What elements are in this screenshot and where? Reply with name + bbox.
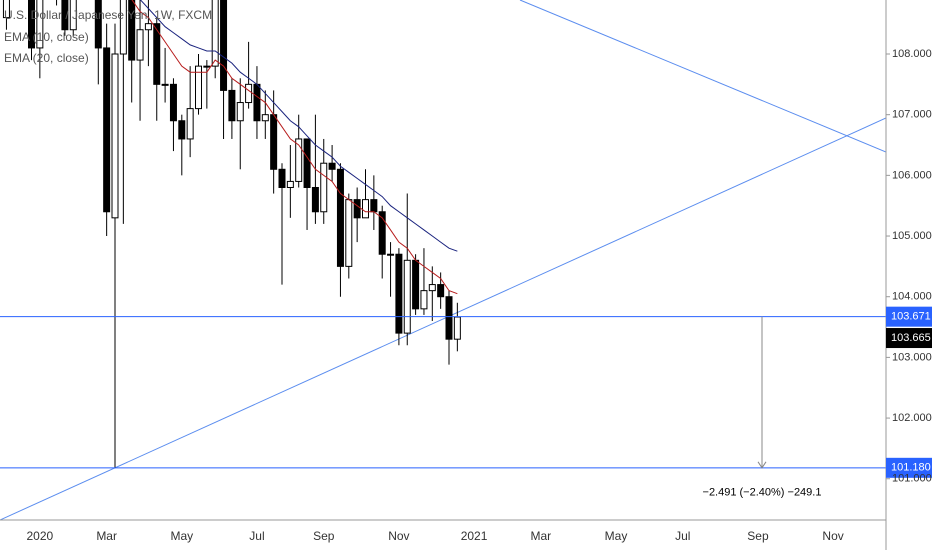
candle-body bbox=[36, 0, 44, 49]
legend-entry: EMA (10, close) bbox=[4, 30, 89, 44]
candle-body bbox=[387, 253, 395, 256]
last-price-box bbox=[886, 328, 932, 349]
candle-body bbox=[169, 83, 177, 122]
candle-body bbox=[412, 259, 420, 310]
level-label: 103.671 bbox=[891, 311, 931, 323]
level-label-box bbox=[886, 306, 932, 327]
plot-area bbox=[0, 0, 886, 520]
candle-body bbox=[428, 284, 436, 292]
candle-body bbox=[245, 83, 253, 104]
y-tick-label: 105.000 bbox=[892, 230, 932, 242]
candle-body bbox=[303, 138, 311, 188]
candle-body bbox=[328, 162, 336, 170]
candle-body bbox=[336, 168, 344, 267]
candle-body bbox=[195, 65, 202, 110]
candle-body bbox=[153, 23, 161, 85]
candle-body bbox=[136, 29, 144, 61]
candle-body bbox=[178, 120, 186, 140]
legend-entry: EMA (20, close) bbox=[4, 51, 89, 65]
candle-body bbox=[378, 211, 386, 255]
x-tick-label: 2020 bbox=[26, 529, 53, 543]
y-tick-label: 106.000 bbox=[892, 169, 932, 181]
overlay: 103.671 101.180 103.665 bbox=[886, 306, 932, 478]
ema-line bbox=[139, 0, 458, 252]
x-tick-label: Jul bbox=[675, 529, 690, 543]
candle-body bbox=[370, 199, 378, 213]
y-tick-label: 103.000 bbox=[892, 351, 932, 363]
candle-body bbox=[420, 290, 428, 310]
candle-body bbox=[362, 199, 369, 219]
x-tick-label: 2021 bbox=[461, 529, 488, 543]
x-tick-label: Jul bbox=[249, 529, 264, 543]
measure-arrowhead bbox=[757, 461, 767, 469]
candle-body bbox=[186, 108, 194, 140]
x-tick-label: May bbox=[605, 529, 628, 543]
candle-body bbox=[286, 180, 294, 188]
y-tick-label: 108.000 bbox=[892, 48, 932, 60]
candle-body bbox=[61, 0, 69, 31]
y-tick-label: 101.000 bbox=[892, 473, 932, 485]
trend-line bbox=[0, 117, 886, 520]
candle-body bbox=[445, 296, 453, 340]
x-tick-label: May bbox=[170, 529, 193, 543]
x-tick-label: Nov bbox=[388, 529, 409, 543]
candle-body bbox=[353, 199, 361, 219]
candle-body bbox=[320, 162, 328, 213]
candle-body bbox=[437, 284, 445, 298]
y-tick-label: 104.000 bbox=[892, 291, 932, 303]
candle-body bbox=[236, 102, 244, 122]
candle-body bbox=[403, 259, 411, 334]
candle-body bbox=[28, 0, 35, 49]
x-tick-label: Nov bbox=[822, 529, 843, 543]
candle-body bbox=[119, 0, 127, 55]
candle-body bbox=[220, 0, 228, 91]
ema-line bbox=[131, 0, 458, 295]
candle-body bbox=[395, 253, 403, 334]
last-price-label: 103.665 bbox=[891, 332, 931, 344]
measure-label: −2.491 (−2.40%) −249.1 bbox=[703, 487, 822, 499]
candle-body bbox=[2, 0, 10, 19]
candle-body bbox=[128, 0, 136, 61]
candle-body bbox=[311, 186, 319, 213]
candle-body bbox=[345, 199, 353, 267]
candle-body bbox=[270, 114, 278, 170]
y-tick-label: 102.000 bbox=[892, 412, 932, 424]
candle-body bbox=[69, 0, 77, 31]
candle-body bbox=[144, 23, 152, 31]
x-tick-label: Sep bbox=[747, 529, 769, 543]
candle-body bbox=[228, 89, 236, 122]
candle-body bbox=[295, 138, 303, 182]
level-label: 101.180 bbox=[891, 462, 931, 474]
candle-body bbox=[211, 0, 219, 67]
candle-body bbox=[261, 114, 269, 122]
candle-body bbox=[253, 83, 261, 122]
chart-title: U.S. Dollar / Japanese Yen, 1W, FXCM bbox=[4, 8, 212, 22]
candle-body bbox=[278, 168, 286, 188]
candle-body bbox=[103, 47, 111, 213]
x-tick-label: Sep bbox=[313, 529, 335, 543]
candle-body bbox=[111, 53, 119, 219]
trend-line bbox=[519, 0, 886, 153]
candle-body bbox=[453, 316, 461, 340]
candle-body bbox=[161, 83, 169, 86]
y-tick-label: 107.000 bbox=[892, 109, 932, 121]
x-tick-label: Mar bbox=[96, 529, 117, 543]
candle-body bbox=[94, 0, 102, 49]
candle-body bbox=[203, 65, 211, 68]
level-label-box bbox=[886, 457, 932, 478]
x-tick-label: Mar bbox=[531, 529, 552, 543]
